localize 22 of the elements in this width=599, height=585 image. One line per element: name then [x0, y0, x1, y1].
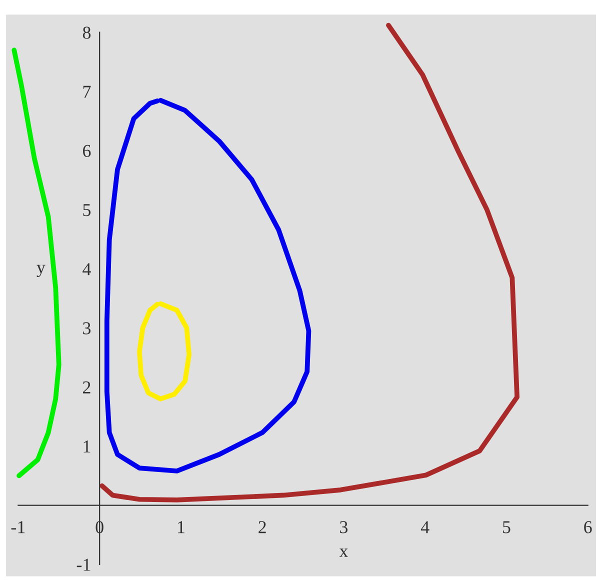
- x-tick-label: 6: [584, 521, 592, 534]
- x-tick-label: 3: [340, 521, 348, 534]
- x-tick-label: 4: [420, 521, 430, 534]
- x-tick-label: 2: [258, 521, 266, 534]
- y-tick-label: 7: [83, 86, 91, 98]
- line-series: [137, 301, 192, 402]
- y-tick-label: 5: [83, 204, 91, 216]
- y-tick-label: -1: [76, 558, 90, 571]
- x-tick-label: 1: [178, 521, 184, 534]
- x-tick-label: -1: [11, 521, 25, 534]
- x-axis-title: x: [339, 548, 348, 557]
- line-series: [104, 98, 312, 474]
- y-tick-label: 4: [82, 263, 91, 276]
- y-tick-label: 2: [83, 381, 90, 394]
- y-tick-label: 6: [82, 144, 91, 158]
- line-series: [100, 22, 520, 502]
- y-tick-label: 1: [84, 440, 90, 452]
- y-tick-label: 3: [83, 322, 91, 334]
- x-tick-label: 5: [503, 521, 510, 534]
- line-series: [12, 48, 62, 478]
- y-tick-label: 8: [82, 26, 91, 39]
- y-axis-title: y: [36, 264, 46, 278]
